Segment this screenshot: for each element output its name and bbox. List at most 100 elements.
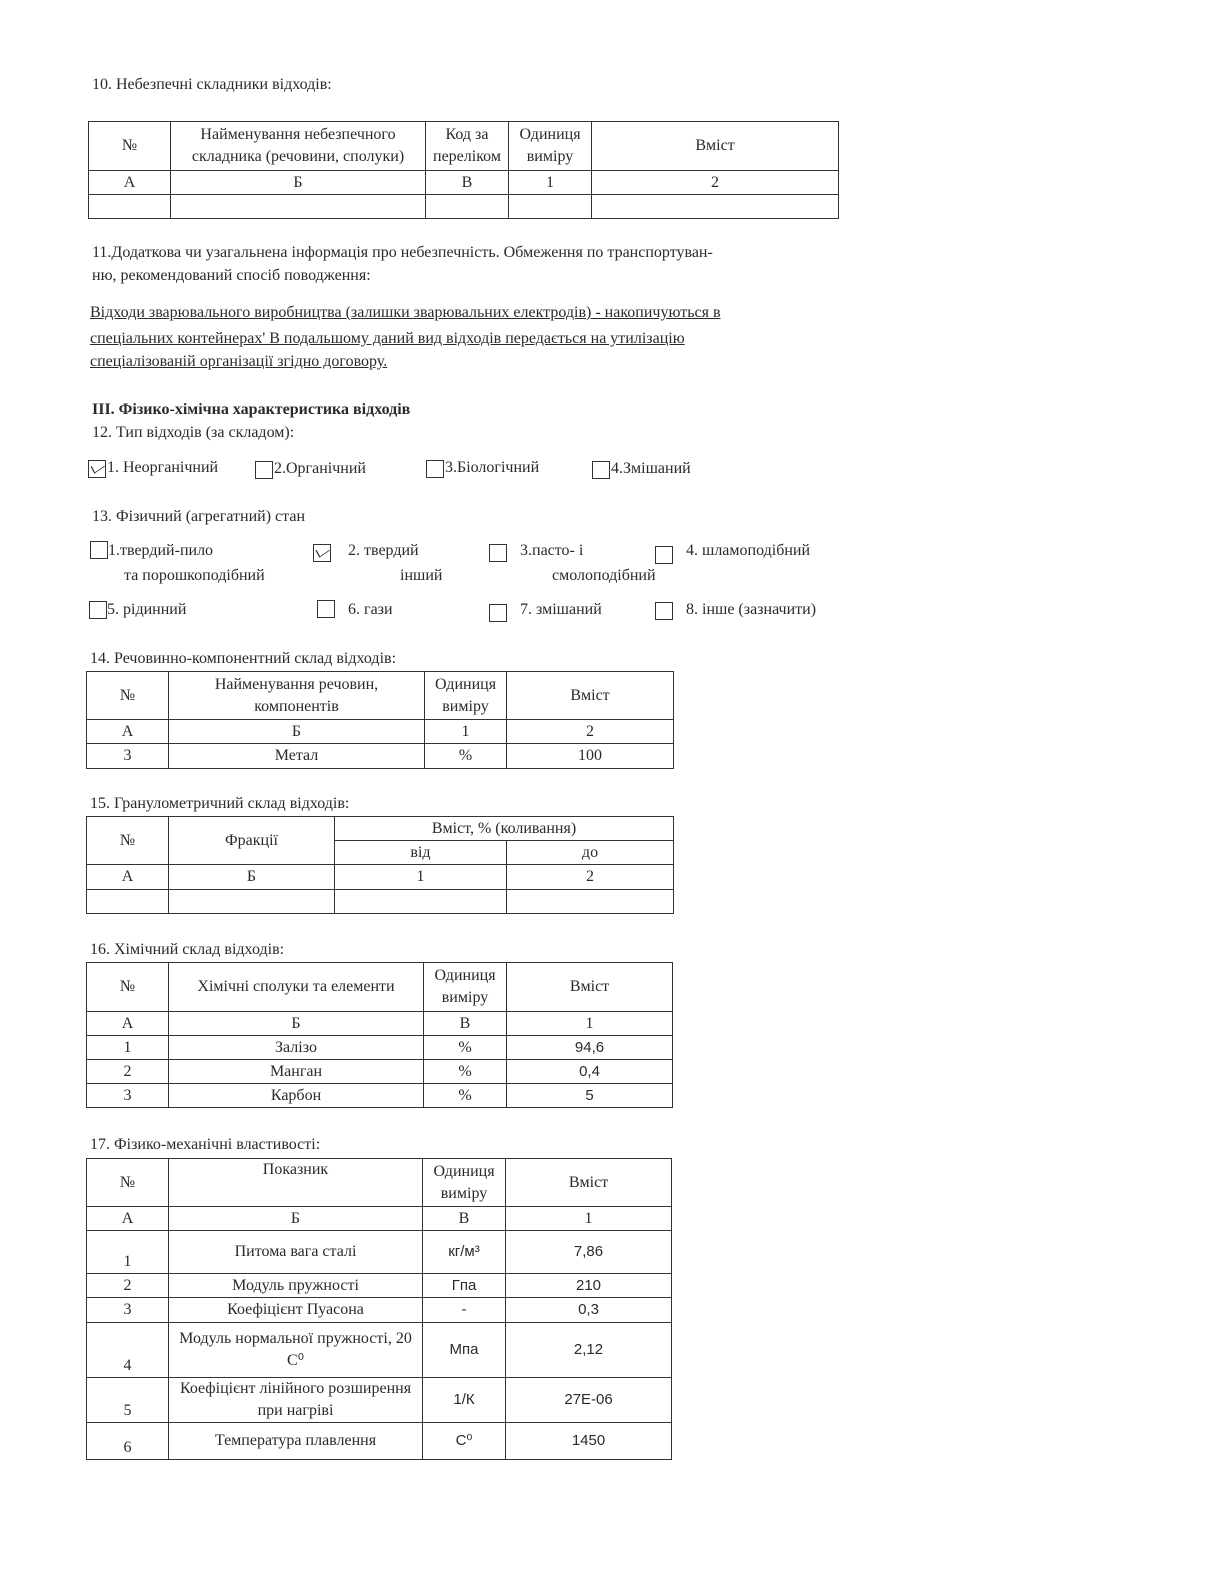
- section-11-title-2: ню, рекомендований спосіб поводження:: [92, 267, 371, 284]
- table-cell: Модуль пружності: [168, 1273, 423, 1298]
- table-cell: -: [422, 1297, 506, 1323]
- table-cell: 5: [86, 1377, 169, 1423]
- column-header: Одиниця виміру: [423, 962, 507, 1012]
- column-header: Вміст: [506, 671, 674, 720]
- table-cell: Температура плавлення: [168, 1422, 423, 1460]
- table-cell: 7,86: [505, 1230, 672, 1274]
- table-cell: Б: [168, 719, 425, 744]
- checkbox-physical-state[interactable]: [313, 544, 331, 562]
- checkbox-label: 3.Біологічний: [445, 459, 540, 476]
- column-header: Одиниця виміру: [424, 671, 507, 720]
- table-cell: [170, 194, 426, 219]
- hazardous-components-table: № Найменування небезпечного складника (ре…: [88, 121, 839, 219]
- column-header: Вміст, % (коливання): [334, 816, 674, 841]
- checkbox-physical-state[interactable]: [489, 604, 507, 622]
- column-header: Код за переліком: [425, 121, 509, 171]
- checkbox-composition-type[interactable]: [426, 460, 444, 478]
- table-row: 1 Залізо% 94,6: [86, 1035, 673, 1060]
- table-cell: Карбон: [168, 1083, 424, 1108]
- checkbox-composition-type[interactable]: [592, 461, 610, 479]
- table-cell: [506, 889, 674, 914]
- column-header: Фракції: [168, 816, 335, 865]
- table-cell: [425, 194, 509, 219]
- checkbox-physical-state[interactable]: [317, 600, 335, 618]
- table-row: [88, 194, 839, 219]
- table-cell: 2,12: [505, 1322, 672, 1378]
- table-cell: В: [425, 170, 509, 195]
- table-row: 6 Температура плавлення С⁰ 1450: [86, 1422, 672, 1460]
- section-17-title: 17. Фізико-механічні властивості:: [90, 1136, 321, 1153]
- checkbox-physical-state[interactable]: [489, 544, 507, 562]
- checkbox-physical-state[interactable]: [655, 602, 673, 620]
- section-11-title-1: 11.Додаткова чи узагальнена інформація п…: [92, 244, 713, 261]
- table-row: [86, 889, 674, 914]
- table-row: 4 Модуль нормальної пружності, 20 С⁰ Мпа 2,…: [86, 1322, 672, 1378]
- checkbox-label-continued: смолоподібний: [552, 567, 656, 584]
- header-row: № Фракції Вміст, % (коливання): [86, 816, 674, 865]
- table-cell: 1: [424, 719, 507, 744]
- table-cell: 100: [506, 743, 674, 769]
- checkbox-physical-state[interactable]: [89, 601, 107, 619]
- table-cell: кг/м³: [422, 1230, 506, 1274]
- table-cell: 1: [334, 864, 507, 890]
- table-cell: Манган: [168, 1059, 424, 1084]
- table-cell: Гпа: [422, 1273, 506, 1298]
- table-cell: А: [86, 1011, 169, 1036]
- checkbox-physical-state[interactable]: [90, 541, 108, 559]
- column-header: Одиниця виміру: [508, 121, 592, 171]
- table-cell: 1: [508, 170, 592, 195]
- table-cell: 3: [86, 743, 169, 769]
- checkbox-composition-type[interactable]: [88, 460, 106, 478]
- checkbox-label: 2.Органічний: [274, 460, 366, 477]
- section-11-text-1: Відходи зварювального виробництва (залиш…: [90, 304, 721, 321]
- table-cell: 1: [505, 1206, 672, 1231]
- table-cell: [88, 194, 171, 219]
- table-cell: 0,3: [505, 1297, 672, 1323]
- table-cell: [334, 889, 507, 914]
- column-header: Одиниця виміру: [422, 1158, 506, 1207]
- checkbox-composition-type[interactable]: [255, 461, 273, 479]
- table-cell: 0,4: [506, 1059, 673, 1084]
- table-cell: Б: [168, 1011, 424, 1036]
- column-header: №: [86, 1158, 169, 1207]
- column-header: №: [86, 962, 169, 1012]
- table-cell: 5: [506, 1083, 673, 1108]
- granulometric-table: № Фракції Вміст, % (коливання) від до А Б 1 2: [86, 816, 674, 914]
- checkbox-label: 1. Неорганічний: [107, 459, 219, 476]
- table-cell: 1/К: [422, 1377, 506, 1423]
- table-cell: 1: [86, 1035, 169, 1060]
- checkbox-label: 8. інше (зазначити): [686, 601, 817, 618]
- table-cell: %: [423, 1083, 507, 1108]
- section-13-title: 13. Фізичний (агрегатний) стан: [92, 508, 306, 525]
- column-header: №: [86, 671, 169, 720]
- table-cell: 2: [86, 1273, 169, 1298]
- checkbox-label: 3.пасто- і: [520, 542, 584, 559]
- table-cell: [86, 889, 169, 914]
- section-15-title: 15. Гранулометричний склад відходів:: [90, 795, 350, 812]
- checkbox-physical-state[interactable]: [655, 546, 673, 564]
- table-cell: 27E-06: [505, 1377, 672, 1423]
- table-cell: 3: [86, 1297, 169, 1323]
- checkbox-label: 4.Змішаний: [611, 460, 691, 477]
- table-cell: А: [86, 864, 169, 890]
- column-header: Вміст: [591, 121, 839, 171]
- table-cell: 2: [591, 170, 839, 195]
- checkbox-label: 1.твердий-пило: [108, 542, 214, 559]
- column-header: №: [86, 816, 169, 865]
- section-11-text-2: спеціальних контейнерах' В подальшому да…: [90, 330, 685, 347]
- chemical-composition-table: № Хімічні сполуки та елементи Одиниця вимі…: [86, 962, 673, 1108]
- table-cell: 4: [86, 1322, 169, 1378]
- table-cell: 1: [506, 1011, 673, 1036]
- table-row: 3 Коефіцієнт Пуасона -0,3: [86, 1297, 672, 1323]
- checkbox-label: 5. рідинний: [107, 601, 187, 618]
- column-header: Хімічні сполуки та елементи: [168, 962, 424, 1012]
- header-row: від до: [87, 840, 674, 865]
- table-cell: 1: [86, 1230, 169, 1274]
- table-cell: %: [424, 743, 507, 769]
- table-cell: %: [423, 1035, 507, 1060]
- checkbox-label: 4. шламоподібний: [686, 542, 811, 559]
